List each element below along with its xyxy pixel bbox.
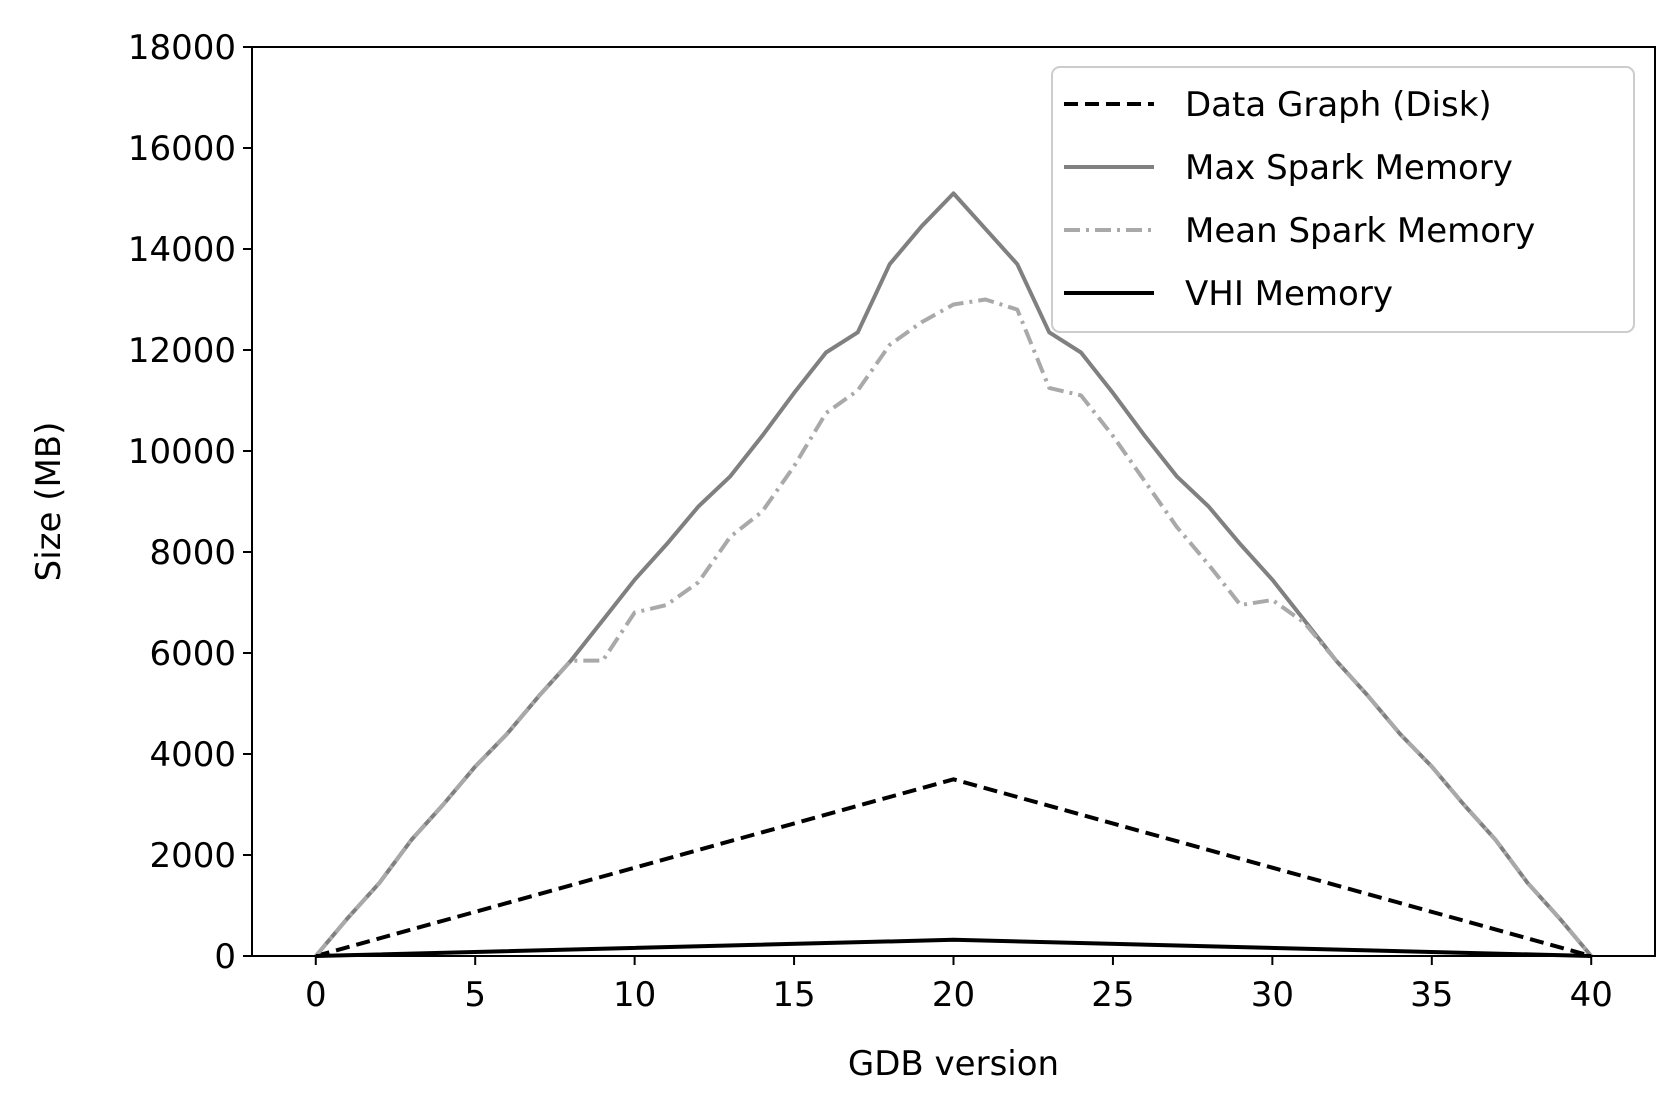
- y-tick-label: 2000: [149, 836, 236, 876]
- y-tick-label: 18000: [128, 28, 236, 68]
- legend: Data Graph (Disk) Max Spark Memory Mean Sp…: [1051, 66, 1635, 333]
- plot-lines: [314, 191, 1593, 958]
- y-tick-label: 0: [214, 937, 236, 977]
- y-tick-label: 6000: [149, 634, 236, 674]
- y-tick-label: 4000: [149, 735, 236, 775]
- y-tick-label: 16000: [128, 129, 236, 169]
- x-tick-label: 40: [1570, 975, 1613, 1015]
- x-tick-label: 5: [464, 975, 486, 1015]
- y-tick-label: 12000: [128, 331, 236, 371]
- legend-box: [1051, 66, 1635, 333]
- y-axis-label: Size (MB): [29, 422, 69, 582]
- series-line-2: [314, 191, 1593, 958]
- legend-label-2: Max Spark Memory: [1185, 148, 1513, 188]
- x-tick-label: 25: [1091, 975, 1134, 1015]
- x-tick-label: 35: [1410, 975, 1453, 1015]
- series-line-4: [315, 937, 1592, 958]
- y-tick-label: 8000: [149, 533, 236, 573]
- y-axis-ticks: 0 2000 4000 6000 8000 10000 12000 14000 16000 180…: [128, 28, 252, 977]
- legend-label-3: Mean Spark Memory: [1185, 211, 1535, 251]
- x-tick-label: 10: [613, 975, 656, 1015]
- legend-label-1: Data Graph (Disk): [1185, 85, 1492, 125]
- series-line-1: [315, 777, 1592, 958]
- x-tick-label: 30: [1251, 975, 1294, 1015]
- y-tick-label: 10000: [128, 432, 236, 472]
- x-tick-label: 0: [305, 975, 327, 1015]
- x-tick-label: 15: [772, 975, 815, 1015]
- y-tick-label: 14000: [128, 230, 236, 270]
- x-tick-label: 20: [932, 975, 975, 1015]
- x-axis-ticks: 0 5 10 15 20 25 30 35 40: [305, 956, 1613, 1015]
- series-line-3: [314, 297, 1593, 958]
- x-axis-label: GDB version: [848, 1044, 1059, 1084]
- legend-label-4: VHI Memory: [1185, 274, 1393, 314]
